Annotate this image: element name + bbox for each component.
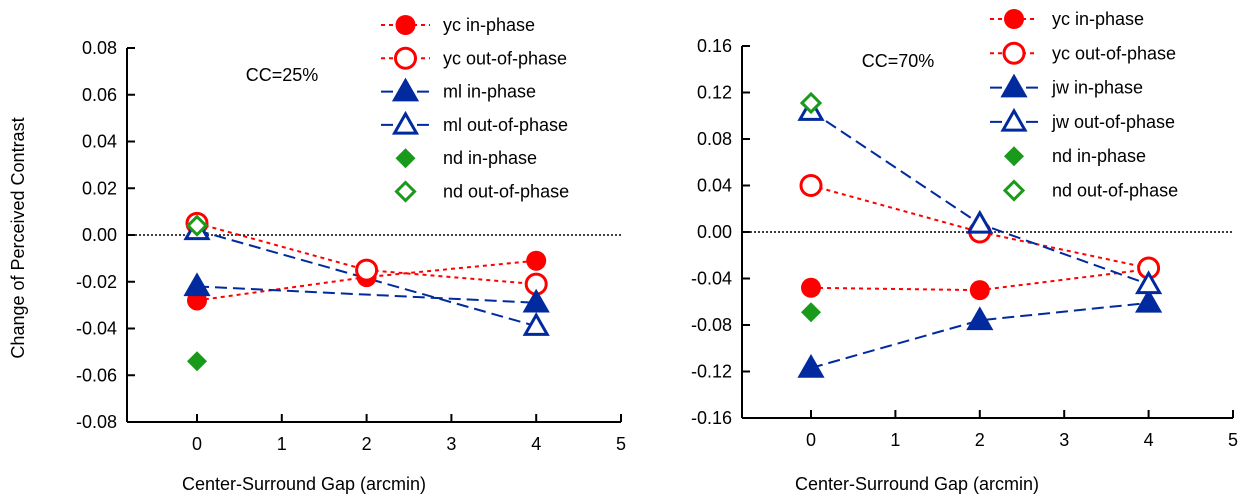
cc-annotation: CC=25% [246, 65, 319, 85]
y-tick-label: 0.08 [82, 38, 117, 58]
data-point [969, 280, 990, 301]
series-line [196, 285, 537, 304]
legend-label: nd in-phase [443, 148, 537, 168]
data-point [1135, 270, 1163, 295]
legend-marker [1000, 73, 1028, 98]
y-tick-label: -0.02 [76, 272, 117, 292]
y-tick-label: -0.04 [691, 269, 732, 289]
y-tick-label: -0.16 [691, 408, 732, 428]
data-point [355, 258, 379, 282]
chart-cc25: 0.08 0.06 0.04 0.02 0.00 -0.02 -0.04 -0.06 -0.08… [76, 15, 626, 494]
legend-label: nd out-of-phase [1052, 181, 1178, 201]
legend-marker [394, 46, 417, 70]
data-point [522, 312, 550, 336]
x-tick-label: 2 [975, 430, 985, 450]
data-point [801, 302, 821, 323]
legend-marker [391, 110, 420, 135]
y-tick-label: -0.04 [76, 319, 117, 339]
data-point [801, 277, 821, 298]
legend-label: yc out-of-phase [443, 48, 567, 68]
y-tick-label: 0.00 [697, 222, 732, 242]
series-line [196, 229, 537, 328]
data-point [522, 288, 550, 313]
y-tick-label: 0.04 [697, 176, 732, 196]
data-point [966, 306, 994, 331]
legend-marker [1004, 146, 1024, 167]
y-tick-label: -0.12 [691, 362, 732, 382]
x-tick-label: 5 [616, 434, 626, 454]
legend-label: yc out-of-phase [1052, 43, 1176, 63]
data-point [799, 174, 823, 197]
x-tick-label: 4 [531, 434, 541, 454]
x-tick-label: 1 [890, 430, 900, 450]
y-tick-label: 0.08 [697, 129, 732, 149]
y-tick-label: -0.08 [76, 412, 117, 432]
data-point [185, 214, 209, 237]
x-tick-label: 0 [192, 434, 202, 454]
legend-label: jw out-of-phase [1051, 112, 1175, 132]
chart-cc70: 0.16 0.12 0.08 0.04 0.00 -0.04 -0.08 -0.12 -0.16… [691, 9, 1238, 494]
y-tick-label: 0.00 [82, 225, 117, 245]
cc-annotation: CC=70% [862, 51, 935, 71]
x-tick-label: 3 [446, 434, 456, 454]
y-tick-label: -0.06 [76, 365, 117, 385]
x-axis-title: Center-Surround Gap (arcmin) [795, 474, 1039, 494]
y-tick-label: 0.04 [82, 132, 117, 152]
data-point [526, 250, 547, 271]
legend-marker [394, 180, 417, 203]
legend-marker [1000, 107, 1028, 132]
y-tick-label: 0.06 [82, 85, 117, 105]
legend-marker [395, 148, 416, 169]
y-tick-label: -0.08 [691, 315, 732, 335]
x-tick-label: 0 [806, 430, 816, 450]
x-tick-label: 2 [362, 434, 372, 454]
y-tick-label: 0.12 [697, 83, 732, 103]
x-tick-label: 3 [1059, 430, 1069, 450]
legend-marker [1002, 179, 1026, 202]
series-line [196, 222, 537, 286]
data-point [966, 209, 994, 234]
series-line [810, 184, 1149, 270]
data-point [183, 272, 211, 297]
legend-marker [1002, 41, 1026, 65]
series-line [810, 301, 1149, 369]
legend-label: jw in-phase [1051, 78, 1143, 98]
legend-marker [1004, 9, 1024, 29]
x-axis-title: Center-Surround Gap (arcmin) [182, 474, 426, 494]
data-point [1135, 288, 1163, 313]
x-tick-label: 1 [277, 434, 287, 454]
data-point [799, 91, 823, 115]
data-point [187, 351, 207, 372]
data-point [797, 353, 825, 378]
legend-marker [391, 77, 420, 102]
x-tick-label: 5 [1228, 430, 1238, 450]
y-tick-label: 0.02 [82, 178, 117, 198]
legend-label: ml in-phase [443, 82, 536, 102]
x-tick-label: 4 [1144, 430, 1154, 450]
legend-marker [395, 15, 416, 35]
legend-label: yc in-phase [443, 15, 535, 35]
legend-label: nd out-of-phase [443, 182, 569, 202]
y-axis-title: Change of Perceived Contrast [8, 117, 28, 358]
y-tick-label: 0.16 [697, 36, 732, 56]
legend-label: ml out-of-phase [443, 115, 568, 135]
legend-label: nd in-phase [1052, 146, 1146, 166]
legend-label: yc in-phase [1052, 9, 1144, 29]
